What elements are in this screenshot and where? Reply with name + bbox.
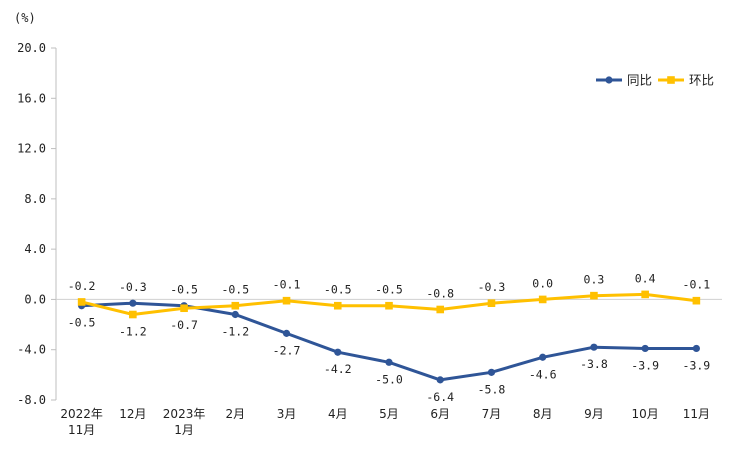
data-label: 0.0 bbox=[532, 276, 553, 290]
series-point-1 bbox=[385, 301, 393, 310]
series-point-0 bbox=[334, 348, 342, 356]
series-point-1 bbox=[129, 310, 137, 319]
y-tick-label: 16.0 bbox=[17, 91, 46, 105]
legend-label: 同比 bbox=[627, 73, 652, 88]
y-tick-label: 8.0 bbox=[24, 192, 46, 206]
y-tick-label: -8.0 bbox=[17, 393, 46, 407]
data-label: 0.3 bbox=[584, 273, 605, 287]
y-tick-label: 12.0 bbox=[17, 142, 46, 156]
legend-swatch-marker bbox=[667, 76, 675, 84]
data-label: -5.8 bbox=[478, 382, 506, 396]
x-tick-label: 9月 bbox=[584, 407, 604, 421]
data-label: -0.5 bbox=[221, 283, 249, 297]
y-unit-label: (%) bbox=[14, 11, 36, 25]
series-point-1 bbox=[590, 291, 598, 300]
series-point-0 bbox=[487, 368, 496, 376]
series-point-1 bbox=[282, 296, 291, 305]
series-point-1 bbox=[231, 301, 240, 310]
series-point-1 bbox=[180, 304, 188, 313]
series-point-1 bbox=[333, 301, 342, 310]
data-label: -3.8 bbox=[580, 357, 608, 371]
series-point-1 bbox=[487, 299, 496, 307]
x-axis: 2022年 11月 12月 2023年 1月 2月 3月 4月 5月 6月 7月 8月 9月 10月 11月 bbox=[56, 298, 722, 437]
data-label: 0.4 bbox=[635, 271, 656, 285]
series-point-0 bbox=[692, 344, 700, 353]
series-point-1 bbox=[692, 296, 701, 305]
y-tick-label: 20.0 bbox=[17, 41, 46, 55]
series-point-1 bbox=[538, 295, 547, 304]
x-tick-label: 2月 bbox=[225, 407, 245, 421]
series-markers bbox=[77, 290, 701, 384]
series-point-0 bbox=[231, 310, 239, 319]
series-point-0 bbox=[436, 376, 444, 384]
data-label: -0.3 bbox=[119, 280, 147, 294]
x-tick-label: 7月 bbox=[482, 407, 502, 421]
series-point-1 bbox=[77, 298, 86, 306]
series-point-0 bbox=[641, 344, 649, 353]
x-tick-label: 2023年 1月 bbox=[163, 407, 206, 437]
data-label: -0.5 bbox=[68, 316, 96, 330]
series-point-0 bbox=[385, 358, 393, 366]
y-tick-label: 4.0 bbox=[24, 242, 46, 256]
data-label: -6.4 bbox=[426, 390, 454, 404]
y-tick-label: 0.0 bbox=[24, 292, 46, 306]
data-label: -5.0 bbox=[375, 372, 403, 386]
legend-swatch-marker bbox=[605, 76, 613, 84]
data-label: -0.5 bbox=[375, 283, 403, 297]
data-label: -2.7 bbox=[273, 343, 301, 357]
series-point-0 bbox=[590, 343, 598, 351]
x-tick-label: 2022年 11月 bbox=[60, 407, 103, 437]
series-point-1 bbox=[436, 305, 445, 314]
data-label: -0.5 bbox=[170, 283, 198, 297]
data-label: -4.6 bbox=[529, 367, 557, 381]
x-tick-label: 5月 bbox=[379, 407, 399, 421]
y-axis: 20.0 16.0 12.0 8.0 4.0 0.0 -4.0 -8.0 bbox=[17, 41, 57, 407]
data-label: -3.9 bbox=[683, 358, 711, 372]
series-point-0 bbox=[282, 329, 291, 337]
legend: 同比 环比 bbox=[596, 73, 714, 88]
data-label: -3.9 bbox=[631, 358, 659, 372]
data-label: -1.2 bbox=[221, 325, 249, 339]
x-tick-label: 8月 bbox=[533, 407, 553, 421]
data-label: -0.5 bbox=[324, 283, 352, 297]
x-tick-label: 11月 bbox=[683, 407, 710, 421]
y-tick-label: -4.0 bbox=[17, 343, 46, 357]
data-label: -4.2 bbox=[324, 362, 352, 376]
x-tick-label: 12月 bbox=[119, 407, 146, 421]
data-label: -0.1 bbox=[683, 278, 711, 292]
x-tick-label: 6月 bbox=[430, 407, 450, 421]
data-label: -0.2 bbox=[68, 279, 96, 293]
x-tick-label: 3月 bbox=[277, 407, 297, 421]
series-point-0 bbox=[539, 353, 547, 361]
data-label: -0.7 bbox=[170, 318, 198, 332]
legend-label: 环比 bbox=[689, 73, 714, 88]
series-point-1 bbox=[641, 290, 649, 299]
data-label: -0.8 bbox=[426, 286, 454, 300]
data-label: -1.2 bbox=[119, 325, 147, 339]
data-labels: -0.2 -0.5 -0.3 -1.2 -0.5 -0.7 -0.5 -1.2 -0.1 -2.7… bbox=[68, 271, 711, 403]
x-tick-label: 10月 bbox=[632, 407, 659, 421]
data-label: -0.1 bbox=[273, 278, 301, 292]
series-point-0 bbox=[129, 299, 137, 307]
data-label: -0.3 bbox=[478, 280, 506, 294]
x-tick-label: 4月 bbox=[328, 407, 348, 421]
